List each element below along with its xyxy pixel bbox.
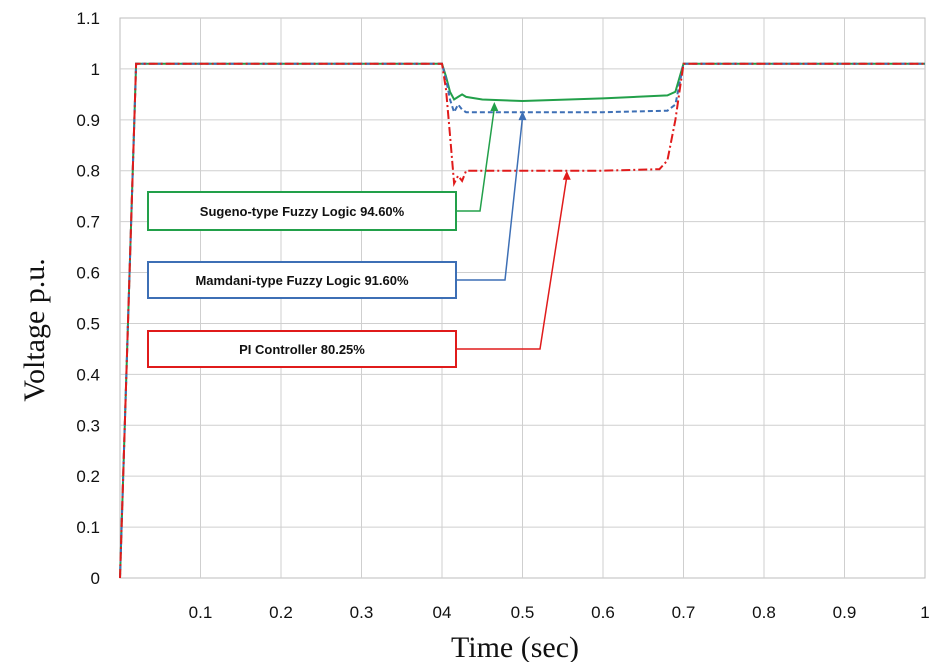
x-tick-label: 0.8 xyxy=(752,603,776,622)
y-tick-label: 0.6 xyxy=(76,264,100,283)
annotation-box-3 xyxy=(147,330,457,368)
annotation-leader-1 xyxy=(456,107,496,212)
x-tick-label: 0.7 xyxy=(672,603,696,622)
y-axis-title: Voltage p.u. xyxy=(18,258,51,402)
annotation-arrowhead-2 xyxy=(518,111,527,121)
annotation-box-2 xyxy=(147,261,457,299)
series-group xyxy=(119,62,925,579)
annotation-box-1 xyxy=(147,191,457,231)
x-tick-label: 1 xyxy=(920,603,929,622)
x-tick-label: 0.2 xyxy=(269,603,293,622)
y-tick-label: 0.3 xyxy=(76,416,100,435)
series-line-3 xyxy=(119,62,925,579)
y-tick-label: 0.5 xyxy=(76,314,100,333)
y-tick-label: 1 xyxy=(91,60,100,79)
x-tick-label: 0.5 xyxy=(511,603,535,622)
y-tick-label: 0.1 xyxy=(76,518,100,537)
y-tick-label: 0.4 xyxy=(76,365,100,384)
y-tick-label: 0.8 xyxy=(76,162,100,181)
y-tick-label: 0.7 xyxy=(76,213,100,232)
grid xyxy=(120,18,925,578)
annotation-label-3: PI Controller 80.25% xyxy=(239,342,365,357)
y-tick-labels: 0 0.1 0.2 0.3 0.4 0.5 0.6 0.7 0.8 0.9 1 1.1 xyxy=(76,9,100,588)
y-tick-label: 0 xyxy=(91,569,100,588)
x-tick-labels: 0.1 0.2 0.3 04 0.5 0.6 0.7 0.8 0.9 1 xyxy=(189,603,929,622)
series-line-2 xyxy=(119,62,925,579)
x-tick-label: 0.6 xyxy=(591,603,615,622)
annotation-leader-2 xyxy=(456,117,524,281)
annotation-label-1: Sugeno-type Fuzzy Logic 94.60% xyxy=(200,204,405,219)
annotation-arrowhead-1 xyxy=(490,102,499,111)
x-tick-label: 04 xyxy=(433,603,452,622)
annotation-label-2: Mamdani-type Fuzzy Logic 91.60% xyxy=(195,273,409,288)
annotation-leader-3 xyxy=(456,176,568,350)
annotation-arrowhead-3 xyxy=(562,170,571,180)
y-tick-label: 1.1 xyxy=(76,9,100,28)
x-tick-label: 0.9 xyxy=(833,603,857,622)
annotations: Sugeno-type Fuzzy Logic 94.60% Mamdani-ty… xyxy=(147,102,571,368)
x-tick-label: 0.1 xyxy=(189,603,213,622)
y-tick-label: 0.9 xyxy=(76,111,100,130)
y-tick-label: 0.2 xyxy=(76,467,100,486)
x-tick-label: 0.3 xyxy=(350,603,374,622)
x-axis-title: Time (sec) xyxy=(451,631,579,662)
